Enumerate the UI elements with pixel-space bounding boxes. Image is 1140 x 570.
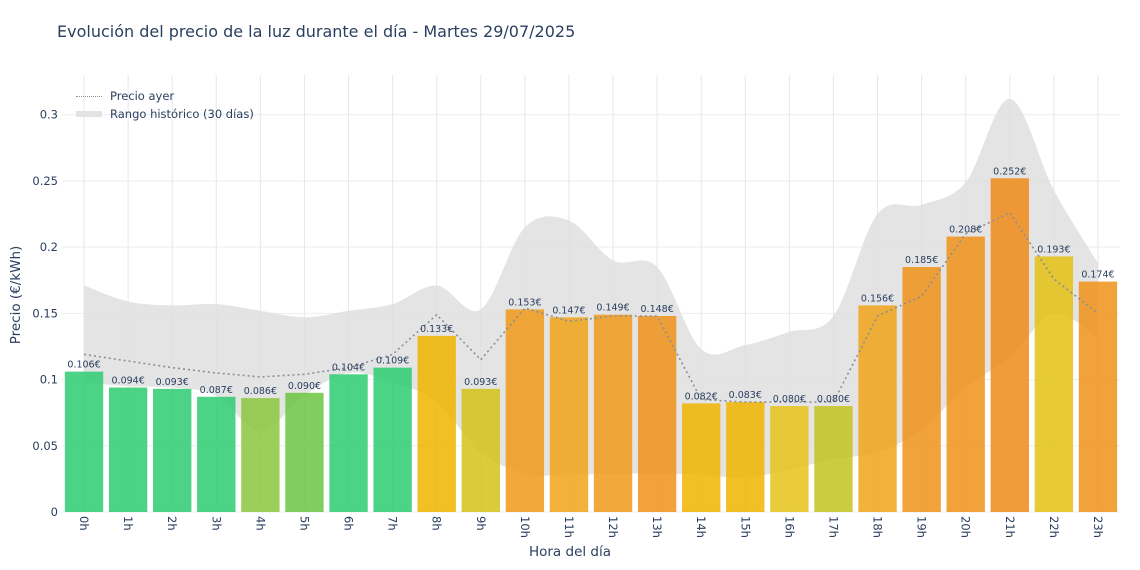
x-tick-label: 20h bbox=[959, 516, 973, 538]
bar-value-label: 0.174€ bbox=[1081, 270, 1114, 281]
x-tick-label: 16h bbox=[782, 516, 796, 538]
bar-17h bbox=[814, 406, 853, 512]
y-tick-label: 0.05 bbox=[32, 439, 58, 453]
bar-16h bbox=[770, 406, 809, 512]
y-tick-label: 0 bbox=[51, 505, 58, 519]
bar-14h bbox=[682, 403, 721, 512]
x-axis-title: Hora del día bbox=[528, 544, 612, 560]
bar-21h bbox=[990, 178, 1029, 513]
bar-4h bbox=[241, 398, 280, 512]
bar-value-label: 0.080€ bbox=[773, 394, 806, 405]
x-tick-label: 6h bbox=[342, 516, 356, 531]
x-tick-label: 5h bbox=[297, 516, 311, 531]
bar-18h bbox=[858, 305, 897, 512]
legend-item-historical-range[interactable]: Rango histórico (30 días) bbox=[76, 105, 254, 123]
bar-value-label: 0.083€ bbox=[729, 390, 762, 401]
price-bars bbox=[64, 178, 1118, 513]
bar-9h bbox=[461, 388, 500, 512]
x-tick-label: 0h bbox=[77, 516, 91, 531]
x-tick-label: 11h bbox=[562, 516, 576, 538]
x-tick-label: 13h bbox=[650, 516, 664, 538]
x-tick-label: 9h bbox=[474, 516, 488, 531]
yesterday-price-line bbox=[83, 211, 1099, 403]
bar-13h bbox=[637, 316, 677, 512]
historical-range-band bbox=[84, 98, 1098, 478]
y-tick-label: 0.25 bbox=[32, 174, 58, 188]
bar-value-label: 0.094€ bbox=[112, 376, 145, 387]
dotted-line-icon bbox=[76, 95, 102, 97]
x-tick-label: 12h bbox=[606, 516, 620, 538]
legend-item-yesterday[interactable]: Precio ayer bbox=[76, 87, 254, 105]
bar-value-label: 0.080€ bbox=[817, 394, 850, 405]
x-tick-label: 14h bbox=[694, 516, 708, 538]
x-tick-label: 23h bbox=[1091, 516, 1105, 538]
bar-value-label: 0.093€ bbox=[464, 377, 497, 388]
bar-value-label: 0.193€ bbox=[1037, 244, 1070, 255]
x-tick-label: 18h bbox=[871, 516, 885, 538]
bar-value-label: 0.148€ bbox=[641, 304, 674, 315]
bar-15h bbox=[726, 402, 765, 512]
legend-label-historical-range: Rango histórico (30 días) bbox=[110, 107, 254, 121]
x-tick-label: 17h bbox=[826, 516, 840, 538]
band-swatch-icon bbox=[76, 111, 102, 117]
bar-value-label: 0.106€ bbox=[67, 360, 100, 371]
bar-1h bbox=[108, 387, 148, 512]
bar-11h bbox=[549, 317, 589, 512]
y-tick-label: 0.15 bbox=[32, 306, 58, 320]
bar-23h bbox=[1078, 281, 1118, 512]
x-tick-label: 15h bbox=[738, 516, 752, 538]
bar-value-label: 0.153€ bbox=[508, 297, 541, 308]
bar-6h bbox=[329, 374, 368, 512]
bar-value-label: 0.087€ bbox=[200, 385, 233, 396]
x-tick-label: 1h bbox=[121, 516, 135, 531]
x-tick-label: 21h bbox=[1003, 516, 1017, 538]
bar-2h bbox=[153, 388, 192, 512]
y-tick-label: 0.2 bbox=[40, 240, 58, 254]
yesterday-price-polyline bbox=[83, 211, 1099, 403]
x-tick-label: 2h bbox=[165, 516, 179, 531]
historical-range-area bbox=[84, 98, 1098, 478]
y-tick-label: 0.3 bbox=[40, 108, 58, 122]
y-axis: 0 0.05 0.1 0.15 0.2 0.25 0.3 bbox=[32, 108, 58, 519]
bar-value-labels: 0.106€ 0.094€ 0.093€ 0.087€ 0.086€ 0.090€ 0.10… bbox=[67, 166, 1114, 405]
bar-0h bbox=[64, 371, 104, 512]
legend: Precio ayer Rango histórico (30 días) bbox=[76, 87, 254, 123]
bar-value-label: 0.086€ bbox=[244, 386, 277, 397]
x-tick-label: 7h bbox=[386, 516, 400, 531]
bar-value-label: 0.185€ bbox=[905, 255, 938, 266]
bar-value-label: 0.104€ bbox=[332, 362, 365, 373]
x-tick-label: 22h bbox=[1047, 516, 1061, 538]
chart-title: Evolución del precio de la luz durante e… bbox=[57, 22, 576, 41]
bar-19h bbox=[902, 267, 941, 512]
y-axis-title: Precio (€/kWh) bbox=[8, 245, 24, 345]
bar-7h bbox=[373, 367, 412, 512]
bar-value-label: 0.082€ bbox=[685, 391, 718, 402]
bar-value-label: 0.090€ bbox=[288, 381, 321, 392]
x-tick-label: 4h bbox=[253, 516, 267, 531]
bar-value-label: 0.147€ bbox=[552, 305, 585, 316]
bar-value-label: 0.149€ bbox=[596, 303, 629, 314]
x-axis: 0h 1h 2h 3h 4h 5h 6h 7h 8h 9h 10h 11h 12h 13h 14h 15h 16… bbox=[77, 516, 1105, 538]
bar-value-label: 0.208€ bbox=[949, 225, 982, 236]
bar-value-label: 0.109€ bbox=[376, 356, 409, 367]
x-tick-label: 3h bbox=[209, 516, 223, 531]
y-tick-label: 0.1 bbox=[40, 373, 58, 387]
legend-label-yesterday: Precio ayer bbox=[110, 89, 175, 103]
bar-8h bbox=[417, 335, 456, 512]
x-tick-label: 10h bbox=[518, 516, 532, 538]
bar-10h bbox=[505, 309, 545, 512]
bar-3h bbox=[197, 396, 236, 512]
bar-value-label: 0.252€ bbox=[993, 166, 1026, 177]
bar-22h bbox=[1034, 256, 1074, 512]
bar-12h bbox=[593, 314, 633, 512]
bar-value-label: 0.156€ bbox=[861, 293, 894, 304]
bar-20h bbox=[946, 236, 985, 513]
x-tick-label: 8h bbox=[430, 516, 444, 531]
bar-value-label: 0.093€ bbox=[156, 377, 189, 388]
bar-5h bbox=[285, 392, 324, 512]
bar-value-label: 0.133€ bbox=[420, 324, 453, 335]
x-tick-label: 19h bbox=[915, 516, 929, 538]
